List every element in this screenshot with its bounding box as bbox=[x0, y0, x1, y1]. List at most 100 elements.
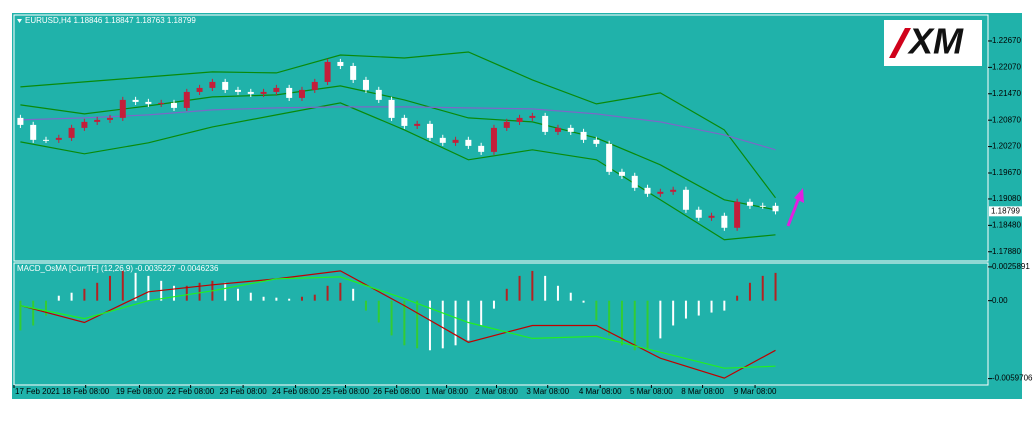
candle-body bbox=[734, 201, 741, 228]
histogram-bar bbox=[774, 272, 777, 301]
candle-body bbox=[708, 215, 715, 218]
candle-body bbox=[746, 201, 753, 206]
candle-body bbox=[465, 139, 472, 146]
candle-body bbox=[106, 117, 113, 120]
histogram-bar bbox=[352, 288, 355, 301]
x-tick-label: 22 Feb 08:00 bbox=[167, 387, 215, 396]
histogram-bar bbox=[672, 300, 675, 326]
x-tick-label: 9 Mar 08:00 bbox=[734, 387, 777, 396]
x-tick-label: 1 Mar 08:00 bbox=[425, 387, 468, 396]
histogram-bar bbox=[147, 275, 150, 301]
y-tick-label: 1.19080 bbox=[992, 194, 1021, 203]
candle-body bbox=[17, 117, 24, 125]
logo-accent bbox=[889, 28, 911, 58]
histogram-bar bbox=[134, 272, 137, 301]
macd-panel bbox=[13, 262, 989, 386]
candle-body bbox=[68, 127, 75, 138]
x-tick-label: 5 Mar 08:00 bbox=[630, 387, 673, 396]
histogram-bar bbox=[300, 296, 303, 301]
histogram-bar bbox=[249, 292, 252, 301]
candle-body bbox=[273, 87, 280, 92]
indicator-line bbox=[20, 276, 776, 369]
y-tick-label: 1.17880 bbox=[992, 247, 1021, 256]
x-tick-label: 23 Feb 08:00 bbox=[220, 387, 268, 396]
candle-body bbox=[183, 91, 190, 108]
histogram-bar bbox=[608, 300, 611, 336]
candle-body bbox=[260, 91, 267, 94]
indicator-line bbox=[20, 102, 776, 241]
x-tick-label: 2 Mar 08:00 bbox=[475, 387, 518, 396]
candle-body bbox=[593, 139, 600, 144]
candle-body bbox=[298, 89, 305, 98]
candle-body bbox=[631, 175, 638, 188]
x-tick-label: 24 Feb 08:00 bbox=[272, 387, 320, 396]
histogram-bar bbox=[416, 300, 419, 349]
indicator-line bbox=[20, 51, 776, 199]
candle-body bbox=[311, 81, 318, 90]
candle-body bbox=[55, 137, 62, 140]
candle-body bbox=[145, 101, 152, 104]
histogram-bar bbox=[19, 300, 22, 331]
histogram-bar bbox=[32, 300, 35, 326]
candle-body bbox=[414, 123, 421, 126]
candle-body bbox=[567, 127, 574, 132]
y-tick-label: 1.20270 bbox=[992, 142, 1021, 151]
histogram-bar bbox=[556, 285, 559, 301]
y-tick-label: 1.22670 bbox=[992, 36, 1021, 45]
candle-body bbox=[657, 191, 664, 194]
candle-body bbox=[132, 99, 139, 102]
candle-body bbox=[119, 99, 126, 118]
histogram-bar bbox=[390, 300, 393, 336]
candle-body bbox=[618, 171, 625, 176]
histogram-bar bbox=[313, 294, 316, 301]
x-tick-label: 19 Feb 08:00 bbox=[116, 387, 164, 396]
candle-body bbox=[350, 65, 357, 80]
indicator-line bbox=[20, 106, 776, 151]
candle-body bbox=[772, 205, 779, 212]
candle-body bbox=[234, 89, 241, 92]
x-tick-label: 18 Feb 08:00 bbox=[62, 387, 110, 396]
histogram-bar bbox=[748, 282, 751, 301]
candle-body bbox=[81, 121, 88, 128]
candle-body bbox=[286, 87, 293, 98]
histogram-bar bbox=[441, 300, 444, 349]
histogram-bar bbox=[172, 285, 175, 301]
candle-body bbox=[490, 127, 497, 152]
histogram-bar bbox=[96, 282, 99, 301]
candle-body bbox=[324, 61, 331, 82]
y-tick-label: 0.00 bbox=[992, 296, 1008, 305]
histogram-bar bbox=[198, 282, 201, 301]
y-tick-label: 0.0025891 bbox=[992, 262, 1030, 271]
histogram-bar bbox=[275, 297, 278, 301]
x-tick-label: 25 Feb 08:00 bbox=[322, 387, 370, 396]
x-tick-label: 17 Feb 2021 bbox=[15, 387, 60, 396]
price-label-box bbox=[989, 206, 1022, 217]
candle-body bbox=[158, 102, 165, 104]
indicator-line bbox=[20, 270, 776, 379]
arrow-head bbox=[794, 188, 804, 203]
candle-body bbox=[222, 81, 229, 90]
x-tick-label: 4 Mar 08:00 bbox=[579, 387, 622, 396]
candle-body bbox=[362, 79, 369, 90]
histogram-bar bbox=[531, 270, 534, 301]
candle-body bbox=[209, 81, 216, 88]
candle-body bbox=[670, 189, 677, 192]
histogram-bar bbox=[83, 288, 86, 301]
histogram-bar bbox=[761, 275, 764, 301]
candle-body bbox=[529, 115, 536, 118]
y-tick-label: -0.0059706 bbox=[992, 374, 1033, 383]
histogram-bar bbox=[377, 300, 380, 323]
main-panel bbox=[13, 14, 989, 262]
candle-body bbox=[94, 119, 101, 122]
candle-body bbox=[196, 87, 203, 92]
candle-body bbox=[30, 124, 37, 140]
histogram-bar bbox=[684, 300, 687, 319]
symbol-title: EURUSD,H4 1.18846 1.18847 1.18763 1.1879… bbox=[25, 16, 196, 25]
histogram-bar bbox=[224, 282, 227, 301]
candle-body bbox=[606, 143, 613, 172]
histogram-bar bbox=[633, 300, 636, 351]
histogram-bar bbox=[364, 300, 367, 311]
histogram-bar bbox=[428, 300, 431, 351]
histogram-bar bbox=[185, 285, 188, 301]
